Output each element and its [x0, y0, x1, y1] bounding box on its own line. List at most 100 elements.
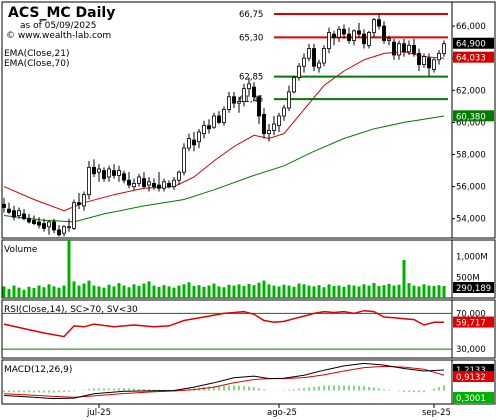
candle-body — [297, 65, 301, 78]
volume-bar — [272, 285, 276, 298]
price-ytick-label: 58,000 — [456, 151, 486, 161]
macd-last-tag — [453, 363, 494, 375]
candle-body — [172, 179, 176, 188]
volume-bar — [237, 284, 241, 298]
last-value-tag — [453, 37, 494, 49]
rsi-last-label: 59,717 — [456, 319, 486, 329]
volume-bar — [282, 284, 286, 298]
candle-body — [382, 25, 386, 41]
volume-bar — [212, 283, 216, 298]
volume-bar — [297, 283, 301, 298]
candle-body — [252, 86, 256, 98]
x-tick-label: sep-25 — [422, 408, 451, 418]
volume-bar — [147, 281, 151, 298]
candle-body — [117, 170, 121, 176]
volume-bar — [387, 283, 391, 298]
candle-body — [437, 52, 441, 61]
volume-bar — [217, 286, 221, 298]
candle-body — [42, 223, 46, 229]
volume-bar — [332, 285, 336, 298]
volume-bar — [352, 285, 356, 298]
candle-body — [282, 107, 286, 117]
candle-body — [122, 173, 126, 181]
candle-body — [342, 28, 346, 35]
x-axis: jul-25 ago-25 sep-25 — [86, 404, 451, 418]
volume-bar — [182, 284, 186, 298]
volume-bar — [347, 284, 351, 298]
chart-date: as of 05/09/2025 — [20, 21, 96, 31]
volume-bar — [142, 283, 146, 298]
candle-body — [267, 130, 271, 135]
x-tick-label: ago-25 — [267, 408, 297, 418]
candle-body — [262, 113, 266, 135]
volume-bar — [342, 286, 346, 298]
volume-bar — [87, 280, 91, 298]
macd-last-tag — [453, 392, 494, 403]
candle-body — [292, 77, 296, 93]
rsi-last-tag — [453, 316, 494, 328]
candle-body — [312, 48, 316, 67]
volume-bar — [317, 285, 321, 298]
level-label: 65,30 — [239, 33, 263, 43]
volume-bar — [62, 285, 66, 298]
ema70-line — [3, 115, 445, 223]
candle-body — [417, 52, 421, 66]
candle-body — [22, 213, 26, 220]
volume-bar — [292, 286, 296, 298]
rsi-title: RSI(Close,14), SC>70, SV<30 — [4, 305, 138, 315]
candle-body — [277, 115, 281, 127]
volume-bar — [197, 285, 201, 298]
candle-body — [87, 166, 91, 196]
last-value-tag — [453, 51, 494, 63]
candle-body — [197, 131, 201, 143]
volume-bar — [402, 259, 406, 298]
candle-body — [332, 33, 336, 38]
candle-body — [287, 91, 291, 109]
candle-body — [427, 57, 431, 69]
candle-body — [212, 115, 216, 128]
macd-signal-line — [3, 365, 445, 398]
volume-bar — [232, 285, 236, 298]
volume-bar — [42, 287, 46, 298]
volume-bar — [57, 287, 61, 298]
volume-bar — [127, 287, 131, 298]
volume-bar — [437, 285, 441, 298]
price-ytick-label: 60,000 — [456, 118, 486, 128]
volume-bar — [112, 286, 116, 298]
last-value-tag — [453, 110, 494, 122]
volume-bar — [177, 285, 181, 298]
level-label: 62,85 — [239, 73, 263, 83]
candle-body — [242, 88, 246, 102]
volume-bar — [412, 285, 416, 298]
volume-bar — [322, 287, 326, 298]
volume-bar — [192, 285, 196, 298]
volume-bar — [372, 283, 376, 298]
volume-bar — [32, 288, 36, 298]
macd-title: MACD(12,26,9) — [4, 365, 72, 375]
volume-title: Volume — [4, 245, 38, 255]
volume-bar — [117, 283, 121, 298]
macd-line — [3, 362, 445, 400]
candle-body — [442, 43, 446, 54]
candle-body — [47, 221, 51, 228]
candle-body — [72, 202, 76, 229]
volume-bar — [312, 286, 316, 298]
candle-body — [57, 229, 61, 236]
volume-bar — [167, 286, 171, 298]
volume-bar — [227, 284, 231, 298]
legend-ema21: EMA(Close,21) — [4, 49, 69, 59]
candle-body — [52, 221, 56, 231]
candle-body — [422, 56, 426, 66]
candle-body — [182, 147, 186, 173]
candle-body — [77, 202, 81, 205]
site-credit: © www.wealth-lab.com — [6, 31, 111, 41]
volume-bar — [137, 285, 141, 298]
candle-body — [432, 59, 436, 70]
candle-body — [157, 184, 161, 189]
candle-body — [257, 96, 261, 117]
candle-body — [412, 44, 416, 54]
candle-body — [102, 170, 106, 179]
candle-body — [112, 170, 116, 176]
rsi-ytick-label: 30,000 — [456, 345, 486, 355]
